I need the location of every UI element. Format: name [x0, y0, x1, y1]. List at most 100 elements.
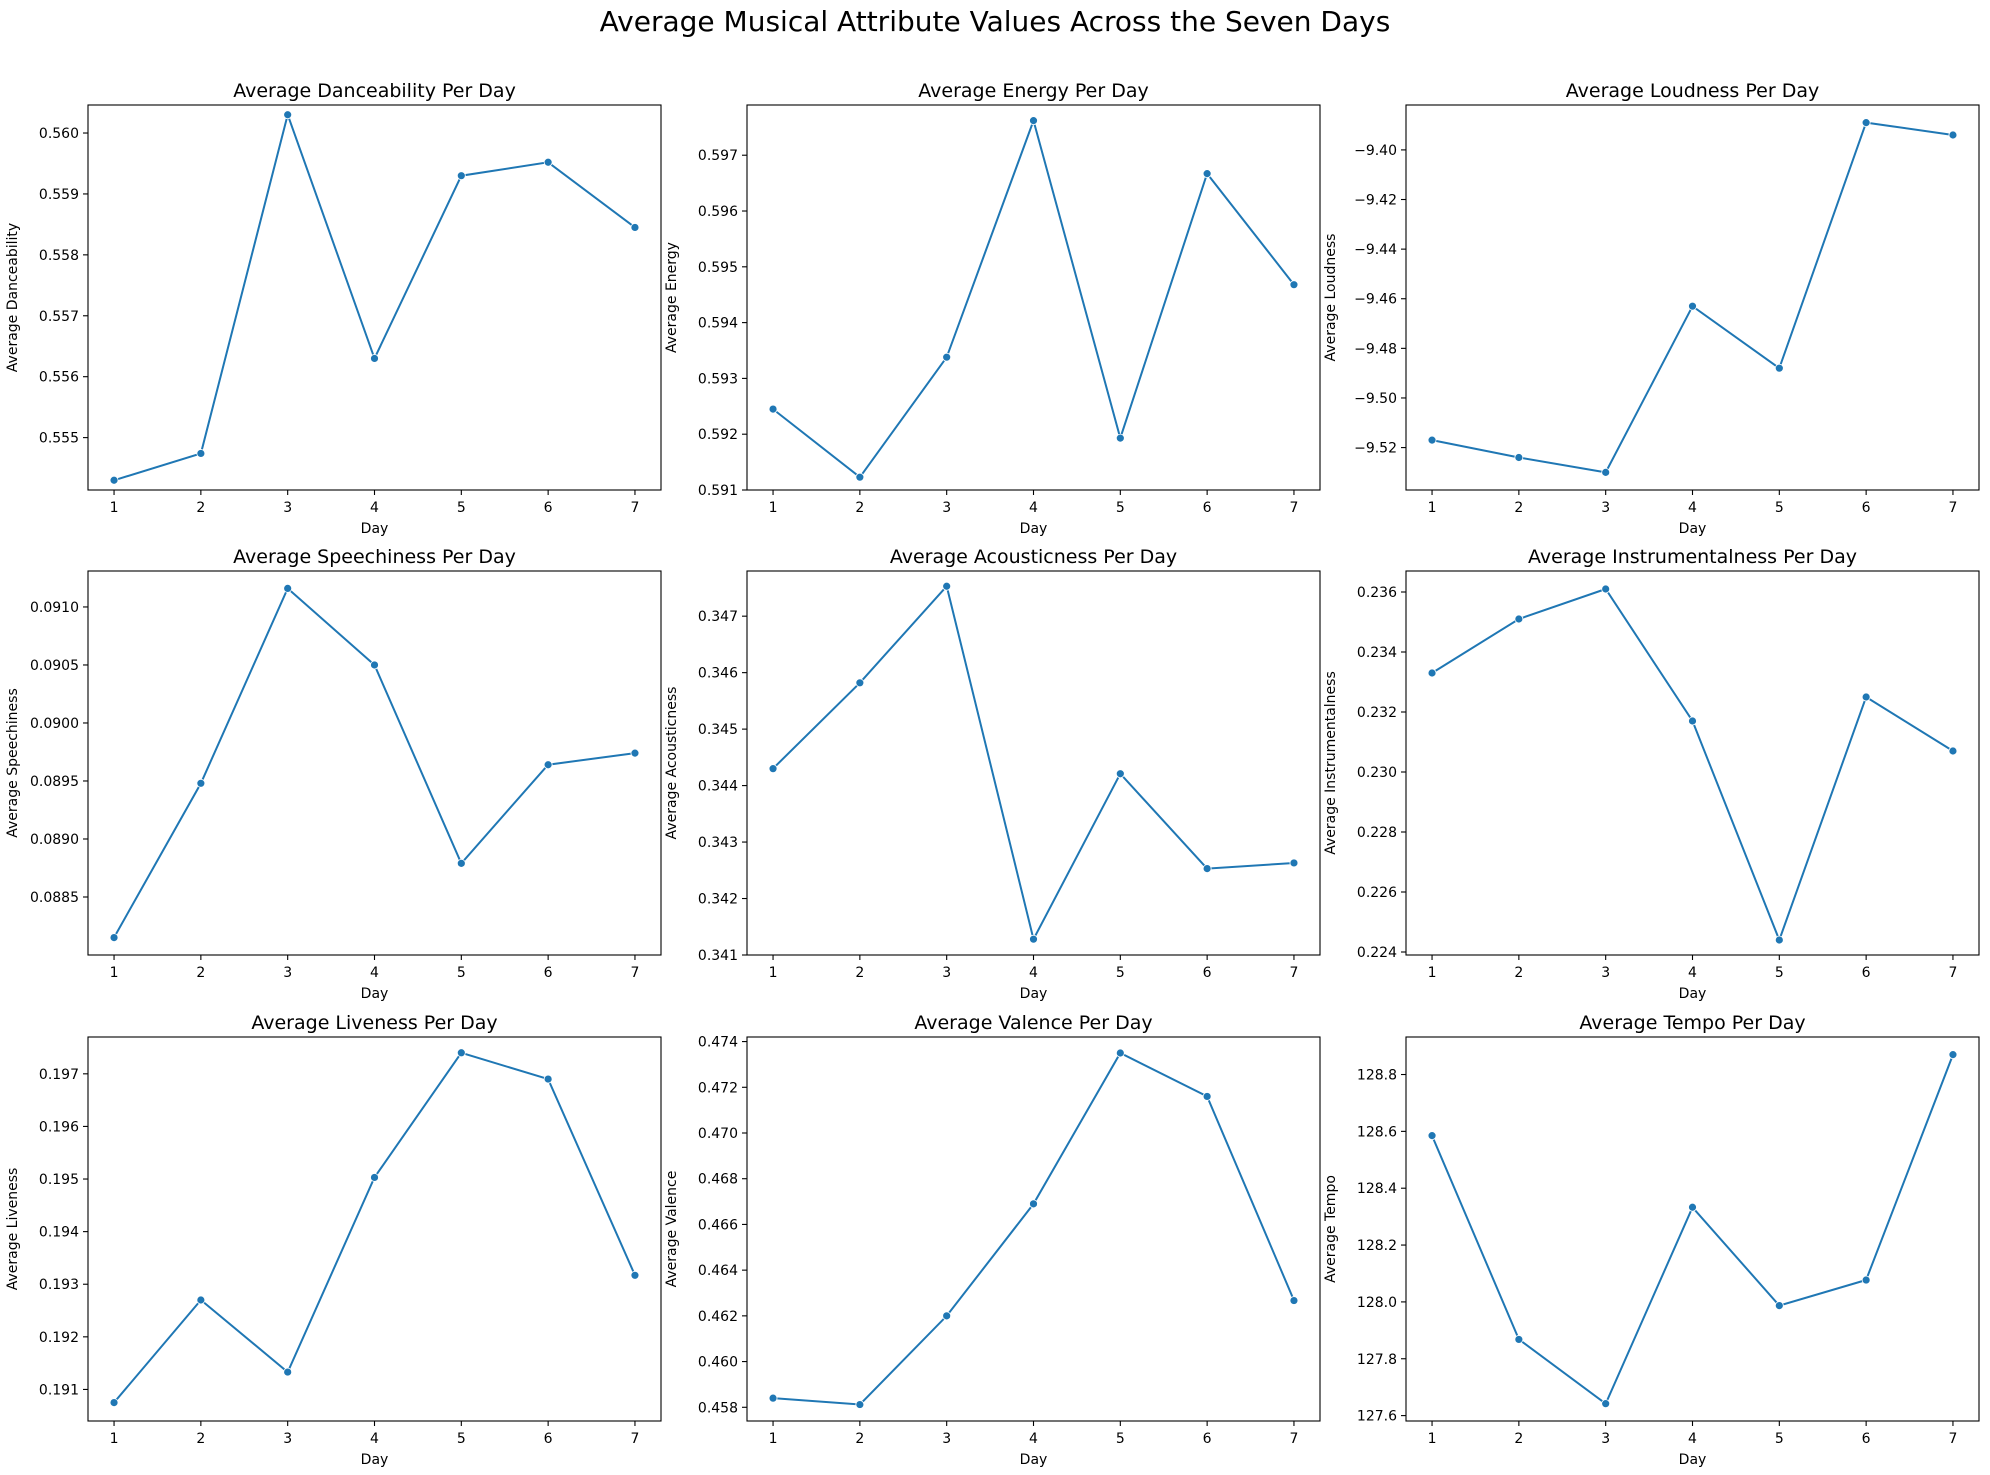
x-tick-label: 2: [855, 500, 864, 516]
y-tick-label: 0.232: [1357, 705, 1397, 721]
subplot-title: Average Danceability Per Day: [233, 80, 516, 102]
y-tick-label: 0.343: [698, 835, 738, 851]
y-axis-label: Average Speechiness: [5, 688, 21, 837]
figure-title: Average Musical Attribute Values Across …: [600, 5, 1391, 38]
x-tick-label: 2: [1514, 500, 1523, 516]
data-point: [196, 1295, 206, 1305]
x-tick-label: 7: [1948, 965, 1957, 981]
data-point: [1289, 1296, 1299, 1305]
x-tick-label: 7: [1289, 1431, 1298, 1447]
x-tick-label: 5: [457, 965, 466, 981]
y-tick-label: 0.342: [698, 892, 738, 908]
x-tick-label: 5: [1116, 500, 1125, 516]
x-tick-label: 5: [457, 500, 466, 516]
x-tick-label: 2: [1514, 1431, 1523, 1447]
data-point: [1601, 467, 1611, 477]
data-point: [630, 223, 640, 232]
y-tick-label: 0.559: [39, 187, 79, 203]
subplot-8: Average Valence Per Day 1 2 3 4 5 6 7 0.458 0.460…: [664, 1012, 1321, 1468]
y-tick-label: 127.8: [1357, 1352, 1397, 1368]
subplot-5: Average Acousticness Per Day 1 2 3 4 5 6 7 0.341…: [664, 546, 1321, 1002]
y-tick-label: 0.347: [698, 609, 738, 625]
x-tick-label: 7: [630, 965, 639, 981]
data-point: [630, 748, 640, 758]
x-tick-label: 6: [1203, 500, 1212, 516]
subplot-grid: Average Danceability Per Day 1 2 3 4 5 6 7 0.555…: [5, 80, 1980, 1468]
x-tick-label: 1: [769, 500, 778, 516]
x-axis-label: Day: [361, 1452, 389, 1468]
subplot-4: Average Speechiness Per Day 1 2 3 4 5 6 7 0.0885…: [5, 546, 662, 1002]
y-tick-label: 0.226: [1357, 885, 1397, 901]
data-point: [1688, 1202, 1697, 1212]
data-point: [456, 171, 466, 181]
x-tick-label: 7: [1289, 965, 1298, 981]
data-point: [1601, 584, 1611, 594]
data-point: [196, 449, 206, 458]
y-tick-label: 0.230: [1357, 765, 1397, 781]
x-tick-label: 6: [1203, 1431, 1212, 1447]
subplot-title: Average Energy Per Day: [918, 80, 1148, 102]
y-tick-label: 128.0: [1357, 1295, 1397, 1311]
y-tick-label: 0.236: [1357, 585, 1397, 601]
x-tick-label: 4: [1688, 500, 1697, 516]
data-point: [370, 354, 379, 363]
x-tick-label: 1: [769, 1431, 778, 1447]
x-tick-label: 1: [110, 500, 119, 516]
data-point: [1029, 116, 1038, 126]
y-tick-label: 0.474: [698, 1035, 738, 1051]
x-tick-label: 3: [283, 965, 292, 981]
y-tick-label: 128.4: [1357, 1181, 1397, 1197]
x-axis-label: Day: [1020, 1452, 1048, 1468]
y-tick-label: −9.46: [1354, 292, 1397, 308]
x-tick-label: 5: [1775, 965, 1784, 981]
data-point: [1289, 858, 1299, 868]
x-tick-label: 4: [1029, 965, 1038, 981]
y-tick-label: 0.344: [698, 779, 738, 795]
x-tick-label: 6: [544, 1431, 553, 1447]
y-tick-label: 0.196: [39, 1119, 79, 1135]
data-point: [1514, 1335, 1524, 1344]
x-tick-label: 4: [1029, 500, 1038, 516]
y-tick-label: 0.593: [698, 371, 738, 387]
x-tick-label: 2: [1514, 965, 1523, 981]
x-tick-label: 5: [1775, 1431, 1784, 1447]
x-tick-label: 1: [110, 1431, 119, 1447]
data-point: [1948, 130, 1958, 140]
data-point: [855, 1400, 865, 1409]
x-tick-label: 5: [1116, 1431, 1125, 1447]
x-axis-label: Day: [1679, 986, 1707, 1002]
x-tick-label: 6: [544, 965, 553, 981]
y-tick-label: 127.6: [1357, 1409, 1397, 1425]
y-axis-label: Average Acousticness: [664, 687, 680, 840]
x-tick-label: 2: [855, 965, 864, 981]
x-tick-label: 3: [1601, 965, 1610, 981]
y-tick-label: 0.234: [1357, 645, 1397, 661]
data-point: [283, 1367, 293, 1377]
x-tick-label: 7: [1948, 500, 1957, 516]
y-tick-label: 0.0905: [30, 658, 79, 674]
x-axis-label: Day: [1020, 521, 1048, 537]
y-tick-label: 0.458: [698, 1400, 738, 1416]
y-tick-label: 0.194: [39, 1225, 79, 1241]
y-tick-label: 0.197: [39, 1067, 79, 1083]
data-point: [109, 933, 119, 942]
x-tick-label: 4: [1688, 1431, 1697, 1447]
x-tick-label: 5: [457, 1431, 466, 1447]
data-point: [1948, 746, 1958, 756]
subplot-9: Average Tempo Per Day 1 2 3 4 5 6 7 127.6 127.8 12…: [1323, 1012, 1980, 1468]
x-tick-label: 3: [942, 1431, 951, 1447]
data-point: [1861, 1275, 1871, 1285]
y-tick-label: 0.191: [39, 1382, 79, 1398]
x-axis-label: Day: [361, 521, 389, 537]
data-point: [1029, 1199, 1038, 1209]
data-point: [630, 1270, 640, 1280]
y-tick-label: 0.560: [39, 126, 79, 142]
x-axis-label: Day: [1679, 1452, 1707, 1468]
y-tick-label: 0.195: [39, 1172, 79, 1188]
y-tick-label: −9.48: [1354, 341, 1397, 357]
y-tick-label: 0.594: [698, 316, 738, 332]
subplot-1: Average Danceability Per Day 1 2 3 4 5 6 7 0.555…: [5, 80, 662, 537]
y-tick-label: 0.472: [698, 1080, 738, 1096]
x-axis-label: Day: [1020, 986, 1048, 1002]
